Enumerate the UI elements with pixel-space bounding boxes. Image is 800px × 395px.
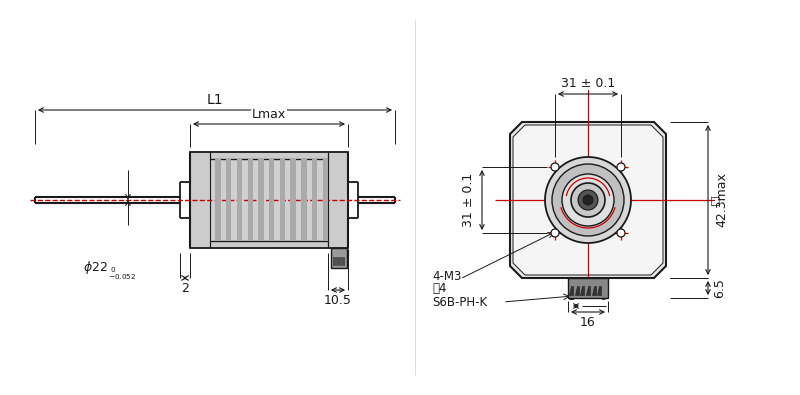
Text: 10.5: 10.5 — [324, 293, 352, 307]
Polygon shape — [513, 125, 663, 275]
Circle shape — [578, 190, 598, 210]
Polygon shape — [322, 159, 328, 241]
Polygon shape — [290, 159, 296, 241]
Text: 深4: 深4 — [432, 282, 446, 295]
Polygon shape — [237, 159, 242, 241]
Polygon shape — [586, 286, 590, 295]
Circle shape — [551, 163, 559, 171]
Polygon shape — [258, 159, 264, 241]
Text: S6B-PH-K: S6B-PH-K — [432, 295, 487, 308]
Text: 16: 16 — [580, 316, 596, 329]
Text: 6.5: 6.5 — [714, 278, 726, 298]
Polygon shape — [269, 159, 274, 241]
Circle shape — [571, 183, 605, 217]
Text: 31 ± 0.1: 31 ± 0.1 — [462, 173, 474, 227]
Polygon shape — [510, 122, 666, 278]
Text: 42.3max: 42.3max — [715, 173, 729, 228]
Text: 1: 1 — [567, 292, 574, 302]
Circle shape — [617, 229, 625, 237]
Circle shape — [545, 157, 631, 243]
Polygon shape — [333, 257, 334, 265]
Text: Lmax: Lmax — [252, 107, 286, 120]
Text: $\phi$22: $\phi$22 — [82, 258, 107, 275]
Polygon shape — [215, 159, 221, 241]
Polygon shape — [312, 159, 318, 241]
Polygon shape — [342, 257, 344, 265]
Polygon shape — [280, 159, 285, 241]
Polygon shape — [598, 286, 602, 295]
Text: $^{\ 0}_{-0.052}$: $^{\ 0}_{-0.052}$ — [108, 265, 136, 282]
Text: 6: 6 — [599, 292, 606, 302]
Text: 31 ± 0.1: 31 ± 0.1 — [561, 77, 615, 90]
Polygon shape — [340, 257, 342, 265]
Circle shape — [562, 174, 614, 226]
Polygon shape — [338, 257, 339, 265]
Polygon shape — [210, 159, 328, 241]
Text: L1: L1 — [206, 93, 223, 107]
Polygon shape — [190, 152, 348, 248]
Polygon shape — [574, 286, 578, 295]
Polygon shape — [580, 286, 584, 295]
Polygon shape — [569, 286, 573, 295]
Circle shape — [583, 195, 593, 205]
Text: □: □ — [710, 195, 721, 205]
Polygon shape — [331, 248, 347, 268]
Polygon shape — [335, 257, 337, 265]
Polygon shape — [247, 159, 253, 241]
Polygon shape — [568, 278, 608, 298]
Polygon shape — [301, 159, 306, 241]
Circle shape — [617, 163, 625, 171]
Polygon shape — [226, 159, 231, 241]
Text: 2: 2 — [181, 282, 189, 295]
Circle shape — [551, 229, 559, 237]
Circle shape — [552, 164, 624, 236]
Polygon shape — [592, 286, 596, 295]
Text: 4-M3: 4-M3 — [432, 271, 462, 284]
